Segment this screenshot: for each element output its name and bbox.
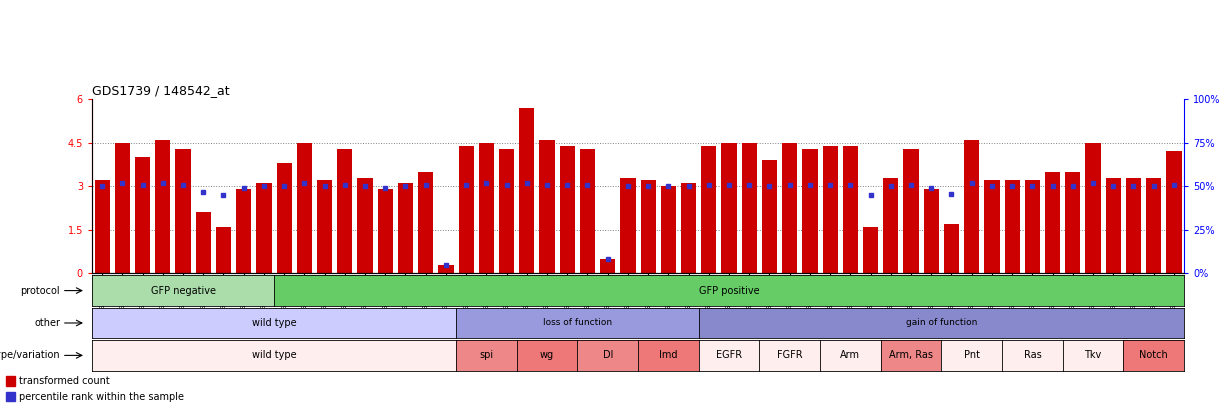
Bar [1126,178,1141,273]
Bar [1065,172,1081,273]
Bar [540,140,555,273]
Bar [843,146,858,273]
Bar [883,178,898,273]
Text: gain of function: gain of function [906,318,977,328]
Bar [621,178,636,273]
Text: GDS1739 / 148542_at: GDS1739 / 148542_at [92,84,229,97]
Text: wg: wg [540,350,555,360]
Text: percentile rank within the sample: percentile rank within the sample [20,392,184,402]
Bar [5,392,16,401]
Bar [984,181,1000,273]
Bar [1146,178,1161,273]
Bar [5,377,16,386]
Bar [964,140,979,273]
Bar [741,143,757,273]
Bar [1106,178,1120,273]
Bar [256,183,271,273]
Bar [762,160,777,273]
Bar [156,140,171,273]
Bar [924,189,939,273]
Text: Pnt: Pnt [963,350,979,360]
Bar [519,108,535,273]
Bar [216,227,231,273]
Text: Arm: Arm [840,350,860,360]
Text: FGFR: FGFR [777,350,802,360]
Bar [661,186,676,273]
Bar [822,146,838,273]
Bar [236,189,252,273]
Text: spi: spi [480,350,493,360]
Bar [863,227,879,273]
Bar [802,149,817,273]
Text: protocol: protocol [21,286,60,296]
Bar [600,259,615,273]
Bar [1086,143,1101,273]
Text: other: other [34,318,60,328]
Bar [1167,151,1182,273]
Bar [297,143,312,273]
Text: wild type: wild type [252,350,297,360]
Text: Ras: Ras [1023,350,1042,360]
Bar [903,149,919,273]
Bar [702,146,717,273]
Bar [580,149,595,273]
Bar [418,172,433,273]
Bar [378,189,393,273]
Bar [398,183,413,273]
Bar [681,183,696,273]
Bar [479,143,494,273]
Text: GFP negative: GFP negative [151,286,216,296]
Bar [1005,181,1020,273]
Bar [1025,181,1040,273]
Bar [944,224,960,273]
Bar [459,146,474,273]
Bar [94,181,109,273]
Bar [276,163,292,273]
Text: EGFR: EGFR [717,350,742,360]
Text: Notch: Notch [1140,350,1168,360]
Text: genotype/variation: genotype/variation [0,350,60,360]
Bar [1045,172,1060,273]
Bar [317,181,333,273]
Bar [438,265,454,273]
Bar [175,149,190,273]
Text: Imd: Imd [659,350,677,360]
Bar [115,143,130,273]
Bar [640,181,655,273]
Bar [337,149,352,273]
Text: transformed count: transformed count [20,376,110,386]
Bar [499,149,514,273]
Bar [560,146,574,273]
Text: GFP positive: GFP positive [698,286,760,296]
Text: Arm, Ras: Arm, Ras [890,350,933,360]
Text: loss of function: loss of function [542,318,612,328]
Bar [721,143,736,273]
Bar [195,212,211,273]
Bar [135,157,150,273]
Text: Tkv: Tkv [1085,350,1102,360]
Text: wild type: wild type [252,318,297,328]
Bar [357,178,373,273]
Bar [782,143,798,273]
Text: Dl: Dl [602,350,614,360]
